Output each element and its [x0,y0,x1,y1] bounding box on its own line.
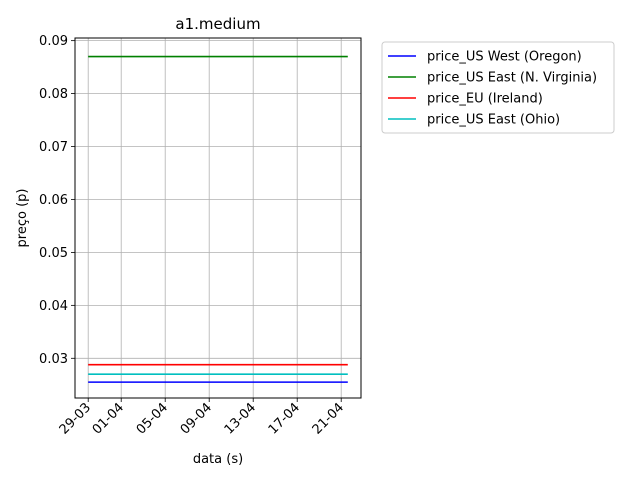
x-axis-label: data (s) [193,452,243,467]
legend-entry: price_EU (Ireland) [427,92,543,107]
legend-entry: price_US East (N. Virginia) [427,71,597,86]
series-layer [88,55,348,383]
y-tick-label: 0.04 [39,299,68,314]
x-tick-label: 13-04 [222,400,259,437]
y-tick-label: 0.05 [39,246,68,261]
x-tick-label: 09-04 [178,400,215,437]
legend-entry: price_US West (Oregon) [427,50,582,65]
y-tick-label: 0.09 [39,34,68,49]
x-tick-label: 29-03 [57,400,94,437]
y-tick-label: 0.03 [39,352,68,367]
legend-entry: price_US East (Ohio) [427,113,560,128]
x-tick-label: 01-04 [90,400,127,437]
y-axis-label: preço (p) [15,189,30,248]
grid-layer [75,38,361,398]
y-axis-ticks: 0.03 0.04 0.05 0.06 0.07 0.08 0.09 [39,34,75,367]
plot-frame [74,37,362,399]
x-tick-label: 21-04 [310,400,347,437]
x-tick-label: 05-04 [134,400,171,437]
y-tick-label: 0.06 [39,193,68,208]
x-tick-label: 17-04 [266,400,303,437]
y-tick-label: 0.08 [39,87,68,102]
chart-title: a1.medium [175,15,260,33]
legend: price_US West (Oregon) price_US East (N. … [381,41,615,134]
legend-box [381,41,615,134]
y-tick-label: 0.07 [39,140,68,155]
